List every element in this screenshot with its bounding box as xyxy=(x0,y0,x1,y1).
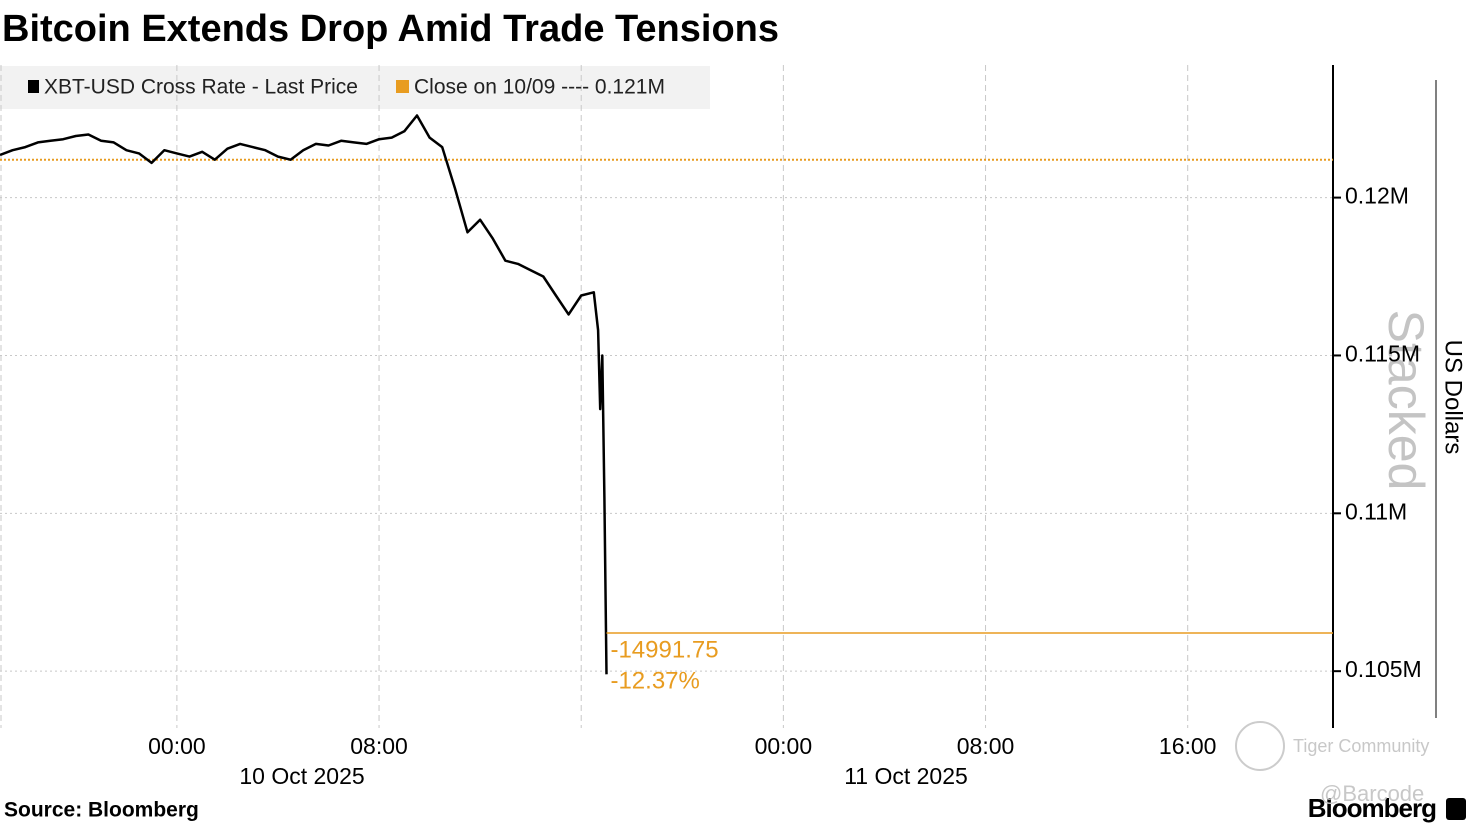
legend-label: Close on 10/09 ---- 0.121M xyxy=(414,76,665,99)
legend-swatch xyxy=(396,80,409,93)
x-tick-label: 00:00 xyxy=(148,733,206,759)
brand-icon xyxy=(1446,798,1466,820)
source: Source: Bloomberg xyxy=(4,799,199,822)
change-pct-label: -12.37% xyxy=(610,667,699,694)
legend-label: XBT-USD Cross Rate - Last Price xyxy=(44,76,358,99)
y-tick-label: 0.105M xyxy=(1345,656,1422,682)
x-tick-label: 08:00 xyxy=(350,733,408,759)
x-date-label: 10 Oct 2025 xyxy=(239,763,364,789)
y-axis-label: US Dollars xyxy=(1440,340,1467,455)
legend-swatch xyxy=(28,80,39,93)
watermark: @Barcode xyxy=(1320,781,1424,806)
x-tick-label: 00:00 xyxy=(755,733,813,759)
legend-box xyxy=(0,66,710,109)
brand: Bloomberg xyxy=(1308,793,1436,823)
x-tick-label: 08:00 xyxy=(957,733,1015,759)
y-tick-label: 0.12M xyxy=(1345,183,1409,209)
watermark: Tiger Community xyxy=(1293,736,1429,756)
chart-title: Bitcoin Extends Drop Amid Trade Tensions xyxy=(2,8,779,50)
y-tick-label: 0.115M xyxy=(1345,341,1420,367)
x-tick-label: 16:00 xyxy=(1159,733,1217,759)
watermark-icon xyxy=(1235,721,1285,771)
watermark: Stacked xyxy=(1378,310,1434,491)
price-line xyxy=(0,114,608,675)
x-date-label: 11 Oct 2025 xyxy=(844,763,968,789)
change-label: -14991.75 xyxy=(610,636,718,663)
y-tick-label: 0.11M xyxy=(1345,498,1407,524)
